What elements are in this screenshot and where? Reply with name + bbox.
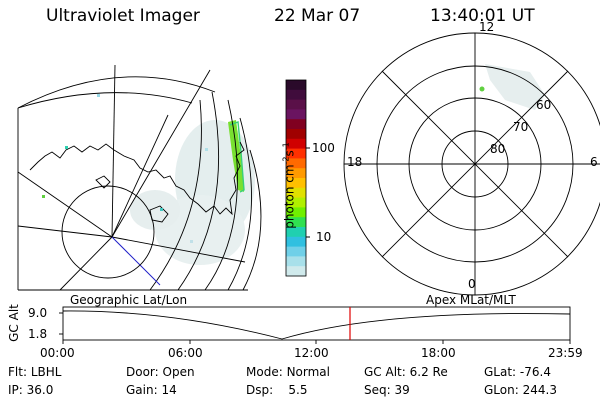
date-label: 22 Mar 07	[274, 6, 361, 26]
status-glat: GLat: -76.4	[484, 365, 551, 379]
colorbar-segment	[286, 158, 306, 169]
colorbar-segment	[286, 99, 306, 110]
geographic-map	[17, 64, 262, 291]
colorbar-segment	[286, 187, 306, 199]
colorbar-segment	[286, 80, 306, 91]
colorbar	[286, 80, 306, 277]
timeline-xtick-0000: 00:00	[40, 346, 75, 360]
emission-speckles	[42, 94, 208, 243]
colorbar-segment	[286, 129, 306, 140]
status-gc-alt: GC Alt: 6.2 Re	[364, 365, 448, 379]
mlt-label-6: 6	[590, 155, 598, 169]
status-seq: Seq: 39	[364, 383, 410, 397]
colorbar-segment	[286, 109, 306, 120]
timeline-ytick-1-8: 1.8	[28, 327, 48, 341]
colorbar-segment	[286, 138, 306, 150]
colorbar-segment	[286, 168, 306, 179]
colorbar-segment	[286, 227, 306, 238]
colorbar-tick-10: 10	[316, 230, 332, 244]
colorbar-segment	[286, 236, 306, 248]
timeline-xtick-2359: 23:59	[548, 346, 583, 360]
colorbar-segment	[286, 89, 306, 101]
timeline-ylabel: GC Alt	[7, 304, 21, 342]
colorbar-segment	[286, 217, 306, 228]
polar-plot	[343, 32, 600, 296]
coastline	[29, 141, 245, 216]
colorbar-tick-100: 100	[312, 141, 335, 155]
status-ip: IP: 36.0	[8, 383, 54, 397]
colorbar-segment	[286, 256, 306, 267]
mlt-label-0: 0	[468, 277, 476, 291]
geo-map-title: Geographic Lat/Lon	[70, 293, 188, 307]
colorbar-segment	[286, 119, 306, 130]
colorbar-segment	[286, 197, 306, 208]
instrument-title: Ultraviolet Imager	[46, 6, 200, 26]
time-label: 13:40:01 UT	[430, 6, 535, 26]
status-gain: Gain: 14	[126, 383, 177, 397]
colorbar-segment	[286, 178, 306, 189]
colorbar-segment	[286, 207, 306, 218]
timeline-ytick-9: 9.0	[28, 306, 48, 320]
colorbar-unit-label: photon cm-2s-1	[281, 142, 297, 229]
timeline-xtick-1800: 18:00	[421, 346, 456, 360]
status-door: Door: Open	[126, 365, 195, 379]
timeline-xtick-1200: 12:00	[294, 346, 329, 360]
mlt-label-18: 18	[347, 155, 363, 169]
status-glon: GLon: 244.3	[484, 383, 557, 397]
colorbar-segment	[286, 266, 306, 277]
mlat-label-70: 70	[513, 120, 529, 134]
mlat-label-60: 60	[536, 98, 552, 112]
polar-plot-title: Apex MLat/MLT	[426, 293, 516, 307]
altitude-timeline	[59, 306, 571, 344]
status-filter: Flt: LBHL	[8, 365, 62, 379]
mlt-label-12: 12	[479, 20, 495, 34]
colorbar-frame	[285, 79, 307, 277]
status-dsp: Dsp: 5.5	[246, 383, 308, 397]
mlat-label-80: 80	[490, 142, 506, 156]
colorbar-segment	[286, 246, 306, 257]
colorbar-segment	[286, 148, 306, 159]
timeline-xtick-0600: 06:00	[168, 346, 203, 360]
status-mode: Mode: Normal	[246, 365, 330, 379]
